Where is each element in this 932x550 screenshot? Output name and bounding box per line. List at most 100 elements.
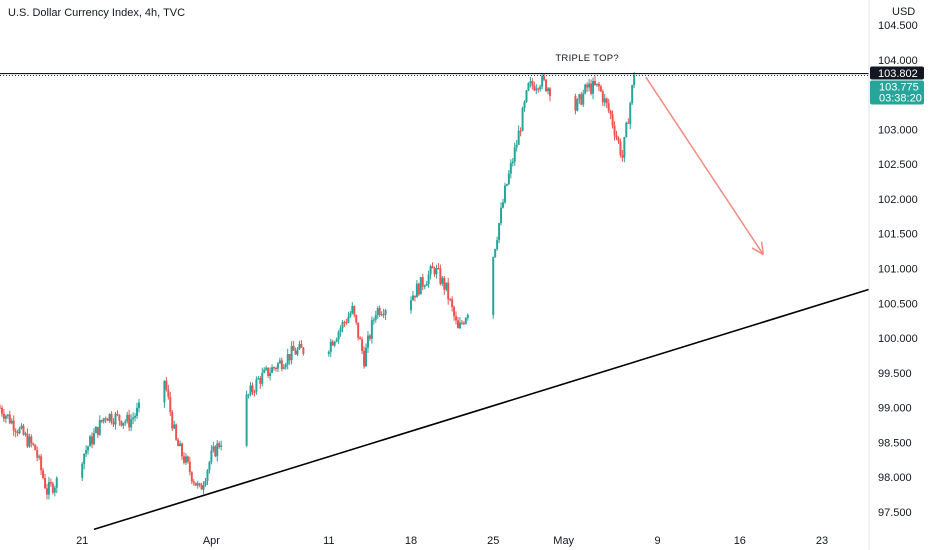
candle-body xyxy=(181,443,184,457)
candle-body xyxy=(537,88,540,90)
candle-body xyxy=(45,488,48,495)
candle-body xyxy=(274,368,277,370)
candle-body xyxy=(370,320,373,339)
candle-body xyxy=(333,341,336,346)
candle-body xyxy=(253,391,256,393)
drawing-tools: TRIPLE TOP? xyxy=(0,53,870,531)
candle-body xyxy=(443,277,446,290)
candle-body xyxy=(582,93,585,105)
candle-body xyxy=(278,360,281,364)
candle-body xyxy=(98,419,101,435)
y-tick-label: 104.000 xyxy=(878,55,918,67)
candle-body xyxy=(456,320,459,329)
candle-body xyxy=(455,316,458,321)
candle-body xyxy=(531,81,534,86)
candle-body xyxy=(96,426,99,435)
candle-body xyxy=(136,407,139,416)
candle-body xyxy=(116,413,119,415)
candle-body xyxy=(294,350,297,355)
candle-body xyxy=(466,314,469,319)
candle-body xyxy=(427,274,430,285)
candle-body xyxy=(513,147,516,162)
candle-body xyxy=(500,207,503,224)
candle-body xyxy=(85,450,88,454)
last-price-badge xyxy=(870,80,924,105)
candle-body xyxy=(523,101,526,109)
candle-body xyxy=(627,122,630,124)
candle-body xyxy=(137,402,140,408)
candle-body xyxy=(173,424,176,429)
support-trendline[interactable] xyxy=(93,288,870,531)
candle-body xyxy=(4,415,7,419)
last-price-value: 103.775 xyxy=(879,82,919,94)
candle-body xyxy=(449,299,452,301)
candle-body xyxy=(186,456,189,462)
candle-body xyxy=(42,470,45,478)
candle-body xyxy=(171,411,174,429)
candle-body xyxy=(345,322,348,324)
candle-body xyxy=(357,322,360,338)
candle-body xyxy=(607,103,610,111)
candle-body xyxy=(509,163,512,174)
candle-body xyxy=(545,79,548,92)
candle-body xyxy=(413,295,416,298)
candle-body xyxy=(47,482,50,495)
candle-body xyxy=(296,349,299,355)
candle-body xyxy=(179,443,182,447)
candle-body xyxy=(120,420,123,426)
candle-body xyxy=(503,185,506,203)
candle-body xyxy=(22,425,25,435)
candle-body xyxy=(302,347,305,354)
candle-body xyxy=(364,347,367,367)
candle-body xyxy=(378,308,381,315)
candle-body xyxy=(586,84,589,88)
title-bg xyxy=(0,0,400,24)
candle-body xyxy=(169,396,172,412)
candle-body xyxy=(609,110,612,115)
candle-body xyxy=(182,456,185,463)
candle-body xyxy=(10,420,13,424)
candle-body xyxy=(214,446,217,457)
line-price-badge xyxy=(870,66,924,80)
candle-body xyxy=(447,282,450,300)
candle-body xyxy=(498,223,501,240)
candle-body xyxy=(380,314,383,316)
candle-body xyxy=(206,470,209,481)
candle-body xyxy=(112,422,115,425)
candle-body xyxy=(276,363,279,369)
candle-body xyxy=(280,360,283,369)
candle-body xyxy=(441,277,444,284)
candle-body xyxy=(327,351,330,354)
candle-body xyxy=(421,277,424,287)
candle-body xyxy=(290,345,293,361)
candle-body xyxy=(267,367,270,377)
candle-body xyxy=(384,310,387,315)
candle-body xyxy=(597,83,600,87)
candle-body xyxy=(32,443,35,445)
candle-body xyxy=(284,364,287,368)
candle-body xyxy=(433,268,436,275)
candle-body xyxy=(368,335,371,339)
candle-body xyxy=(28,436,31,447)
candle-body xyxy=(8,414,11,424)
candle-body xyxy=(460,322,463,324)
y-axis-labels: 97.500 98.000 98.500 99.000 99.500 100.000 100… xyxy=(878,20,918,519)
candle-body xyxy=(445,282,448,290)
x-tick-label: 16 xyxy=(734,535,746,547)
candle-body xyxy=(245,394,248,446)
candle-body xyxy=(2,413,5,419)
candle-body xyxy=(502,202,505,208)
candle-body xyxy=(462,323,465,325)
x-tick-label: 9 xyxy=(655,535,661,547)
annotation-label: TRIPLE TOP? xyxy=(555,53,619,64)
candle-body xyxy=(184,456,187,463)
candle-body xyxy=(14,430,17,432)
candle-body xyxy=(298,343,301,350)
candle-body xyxy=(494,249,497,258)
candle-body xyxy=(108,413,111,421)
candle-body xyxy=(411,295,414,301)
projection-arrow-head xyxy=(751,247,764,256)
projection-arrow[interactable] xyxy=(645,76,764,255)
candle-body xyxy=(592,81,595,94)
